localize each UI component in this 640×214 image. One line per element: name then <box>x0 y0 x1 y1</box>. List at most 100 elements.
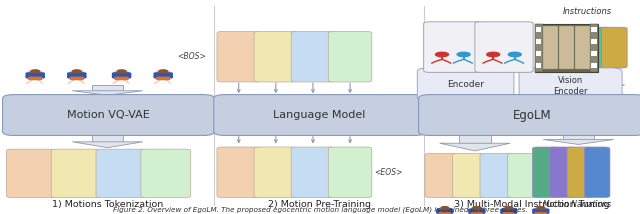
FancyBboxPatch shape <box>67 72 86 79</box>
Text: 3) Multi-Modal Instruction Tuning: 3) Multi-Modal Instruction Tuning <box>454 200 609 209</box>
Text: <BOS>: <BOS> <box>177 52 206 61</box>
FancyBboxPatch shape <box>532 147 558 198</box>
FancyBboxPatch shape <box>536 63 541 68</box>
Polygon shape <box>92 134 124 142</box>
FancyBboxPatch shape <box>96 149 146 198</box>
FancyBboxPatch shape <box>475 22 533 72</box>
FancyBboxPatch shape <box>419 95 640 135</box>
Circle shape <box>503 207 515 211</box>
Circle shape <box>505 207 513 209</box>
FancyBboxPatch shape <box>417 68 514 101</box>
FancyBboxPatch shape <box>535 24 543 72</box>
FancyBboxPatch shape <box>567 147 593 198</box>
FancyBboxPatch shape <box>254 147 298 198</box>
FancyBboxPatch shape <box>591 51 596 56</box>
Polygon shape <box>459 133 491 143</box>
Circle shape <box>115 70 128 74</box>
FancyBboxPatch shape <box>254 31 298 82</box>
FancyBboxPatch shape <box>28 77 42 80</box>
FancyBboxPatch shape <box>519 68 622 104</box>
Circle shape <box>159 70 168 73</box>
FancyBboxPatch shape <box>217 147 260 198</box>
Circle shape <box>157 70 170 74</box>
FancyBboxPatch shape <box>452 153 486 198</box>
FancyBboxPatch shape <box>156 77 170 80</box>
FancyBboxPatch shape <box>470 212 483 214</box>
FancyBboxPatch shape <box>591 39 596 44</box>
FancyBboxPatch shape <box>602 27 627 68</box>
FancyBboxPatch shape <box>438 212 451 214</box>
FancyBboxPatch shape <box>468 208 486 214</box>
Polygon shape <box>72 142 143 148</box>
FancyBboxPatch shape <box>536 39 541 44</box>
Circle shape <box>471 207 483 211</box>
FancyBboxPatch shape <box>424 22 482 72</box>
Circle shape <box>535 207 547 211</box>
FancyBboxPatch shape <box>291 31 335 82</box>
FancyBboxPatch shape <box>591 63 596 68</box>
FancyBboxPatch shape <box>543 26 558 69</box>
Circle shape <box>457 52 470 57</box>
Text: 2) Motion Pre-Training: 2) Motion Pre-Training <box>268 200 371 209</box>
Polygon shape <box>550 71 582 73</box>
FancyBboxPatch shape <box>328 147 372 198</box>
Polygon shape <box>555 99 586 102</box>
FancyBboxPatch shape <box>508 153 541 198</box>
FancyBboxPatch shape <box>584 147 610 198</box>
Circle shape <box>537 207 545 209</box>
FancyBboxPatch shape <box>536 51 541 56</box>
FancyBboxPatch shape <box>6 149 56 198</box>
Circle shape <box>508 52 521 57</box>
FancyBboxPatch shape <box>500 208 518 214</box>
Text: Motion Narrations: Motion Narrations <box>543 200 611 209</box>
Text: Motion VQ-VAE: Motion VQ-VAE <box>67 110 150 120</box>
Polygon shape <box>535 97 606 99</box>
Polygon shape <box>563 133 595 140</box>
Polygon shape <box>440 143 510 151</box>
Circle shape <box>29 70 42 74</box>
FancyBboxPatch shape <box>425 153 458 198</box>
FancyBboxPatch shape <box>217 31 260 82</box>
FancyBboxPatch shape <box>115 77 129 80</box>
Polygon shape <box>543 140 614 144</box>
Text: Figure 2. Overview of EgoLM. The proposed egocentric motion language model (EgoL: Figure 2. Overview of EgoLM. The propose… <box>113 206 527 213</box>
FancyBboxPatch shape <box>591 27 596 32</box>
Circle shape <box>435 52 449 57</box>
Circle shape <box>70 70 83 74</box>
FancyBboxPatch shape <box>536 27 541 32</box>
Circle shape <box>486 52 500 57</box>
Text: 1) Motions Tokenization: 1) Motions Tokenization <box>52 200 163 209</box>
FancyBboxPatch shape <box>502 212 515 214</box>
Text: Language Model: Language Model <box>273 110 366 120</box>
FancyBboxPatch shape <box>70 77 84 80</box>
Circle shape <box>441 207 449 209</box>
Circle shape <box>31 70 40 73</box>
FancyBboxPatch shape <box>154 72 173 79</box>
FancyBboxPatch shape <box>328 31 372 82</box>
FancyBboxPatch shape <box>590 24 598 72</box>
FancyBboxPatch shape <box>550 147 575 198</box>
FancyBboxPatch shape <box>584 27 610 68</box>
Polygon shape <box>554 85 625 97</box>
FancyBboxPatch shape <box>436 208 454 214</box>
FancyBboxPatch shape <box>532 208 550 214</box>
Text: Instructions: Instructions <box>563 7 612 16</box>
Polygon shape <box>430 97 501 98</box>
FancyBboxPatch shape <box>534 212 547 214</box>
FancyBboxPatch shape <box>559 26 573 69</box>
Polygon shape <box>450 71 481 72</box>
Text: Encoder: Encoder <box>447 80 484 89</box>
Circle shape <box>117 70 126 73</box>
Circle shape <box>473 207 481 209</box>
FancyBboxPatch shape <box>575 26 589 69</box>
Text: <EOS>: <EOS> <box>374 168 403 177</box>
Polygon shape <box>573 67 605 85</box>
FancyBboxPatch shape <box>51 149 101 198</box>
Polygon shape <box>72 91 143 95</box>
Circle shape <box>72 70 81 73</box>
Circle shape <box>439 207 451 211</box>
FancyBboxPatch shape <box>26 72 45 79</box>
FancyBboxPatch shape <box>214 95 426 135</box>
FancyBboxPatch shape <box>535 24 598 72</box>
Text: Vision
Encoder: Vision Encoder <box>554 76 588 96</box>
